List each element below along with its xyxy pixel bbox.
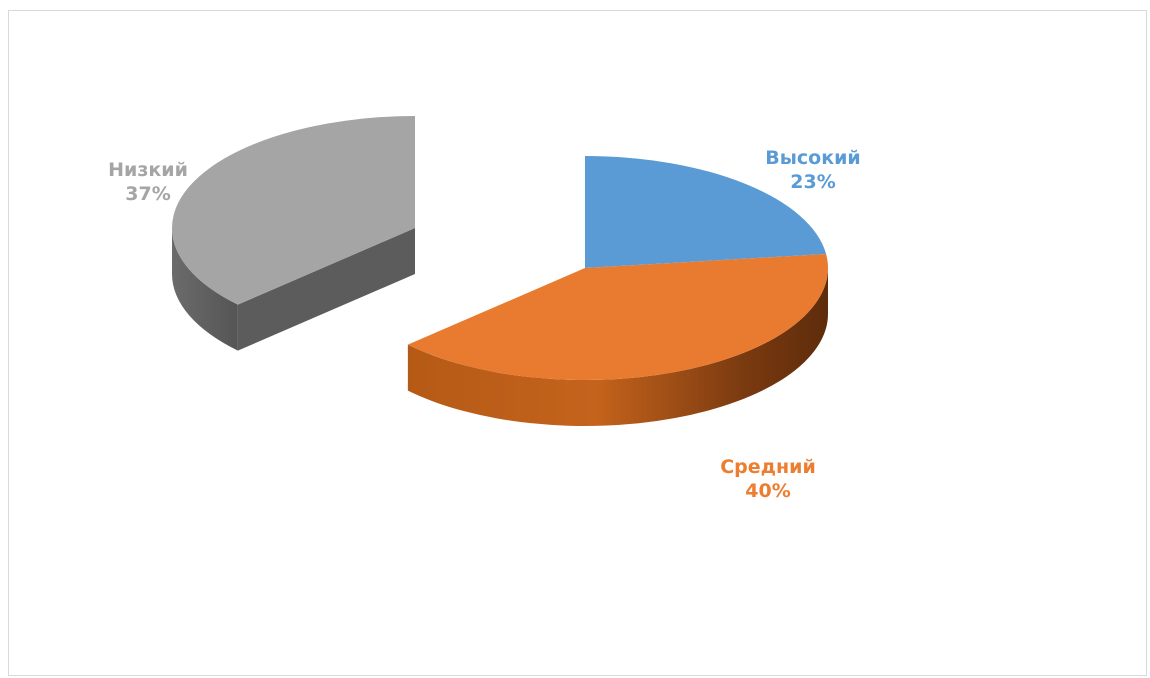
slice-1-top [585,156,827,268]
label-vysokiy-name: Высокий [765,147,861,169]
slice-3-cut-1 [237,228,415,351]
slice-2-top [407,253,828,381]
slice-2-side [407,268,828,426]
label-vysokiy-value: 23% [790,171,836,193]
slice-3-side [172,228,238,351]
label-nizkiy-name: Низкий [108,159,188,181]
label-sredniy-name: Средний [720,456,816,478]
slice-2 [407,253,828,426]
slice-1 [585,156,827,268]
slice-3 [171,116,415,351]
label-sredniy-value: 40% [745,480,791,502]
label-vysokiy: Высокий 23% [738,146,888,194]
label-nizkiy-value: 37% [125,183,171,205]
label-sredniy: Средний 40% [693,455,843,503]
slice-3-top [171,116,415,305]
label-nizkiy: Низкий 37% [73,158,223,206]
